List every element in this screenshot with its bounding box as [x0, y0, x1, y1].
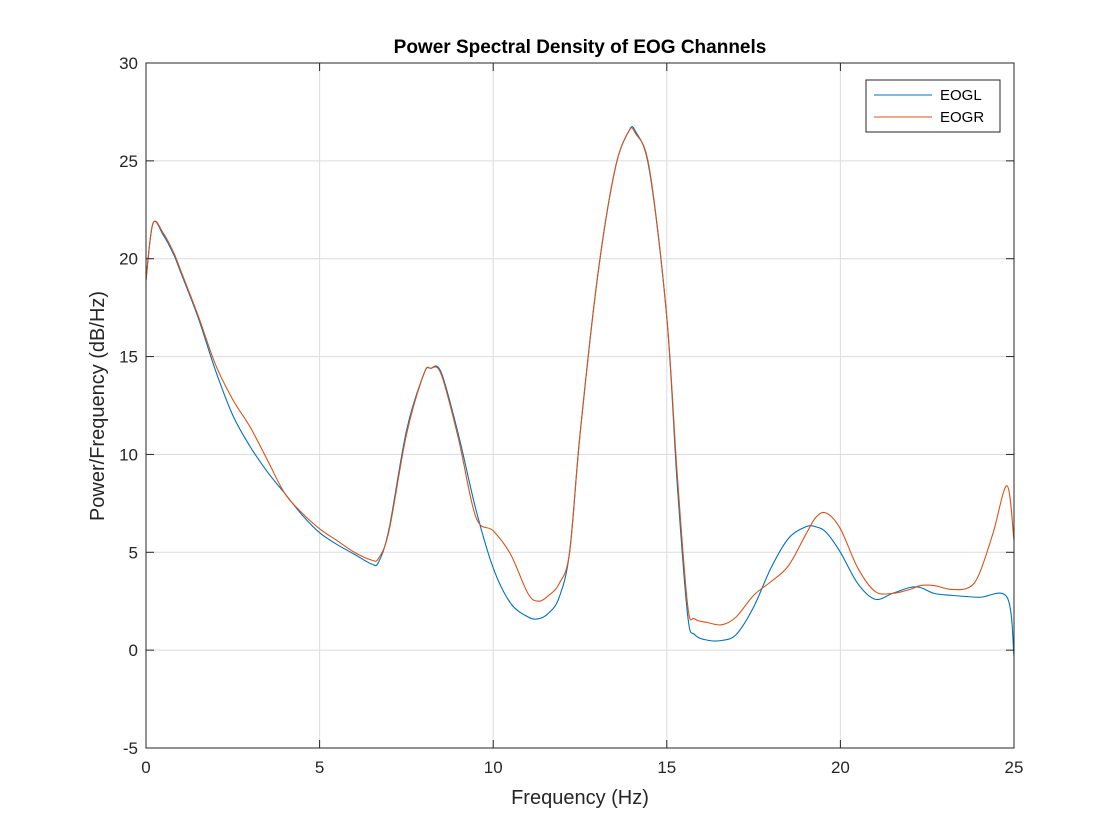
grid: [145, 62, 1015, 749]
y-tick-label: 15: [119, 348, 138, 367]
series-lines: [145, 126, 1015, 657]
y-tick-label: 20: [119, 250, 138, 269]
x-tick-label: 10: [484, 758, 503, 777]
legend-box: [865, 79, 1001, 133]
legend-label-eogl: EOGL: [940, 87, 982, 104]
x-tick-label: 25: [1005, 758, 1024, 777]
y-tick-label: 10: [119, 445, 138, 464]
y-axis-label: Power/Frequency (dB/Hz): [87, 291, 109, 521]
y-tick-label: 0: [129, 641, 138, 660]
y-tick-label: 5: [129, 543, 138, 562]
y-tick-label: 25: [119, 152, 138, 171]
y-tick-label: 30: [119, 54, 138, 73]
x-tick-label: 0: [141, 758, 150, 777]
x-tick-label: 20: [831, 758, 850, 777]
plot-area: [146, 63, 1014, 748]
x-axis-label: Frequency (Hz): [511, 787, 649, 809]
axes: [145, 62, 1015, 749]
series-line-eogr: [145, 127, 1015, 626]
y-tick-label: -5: [123, 739, 138, 758]
x-tick-label: 15: [657, 758, 676, 777]
legend-label-eogr: EOGR: [940, 109, 984, 126]
x-tick-label: 5: [315, 758, 324, 777]
axes-box: [145, 62, 1015, 749]
legend: EOGL EOGR: [865, 79, 1001, 133]
chart-title: Power Spectral Density of EOG Channels: [394, 37, 767, 58]
